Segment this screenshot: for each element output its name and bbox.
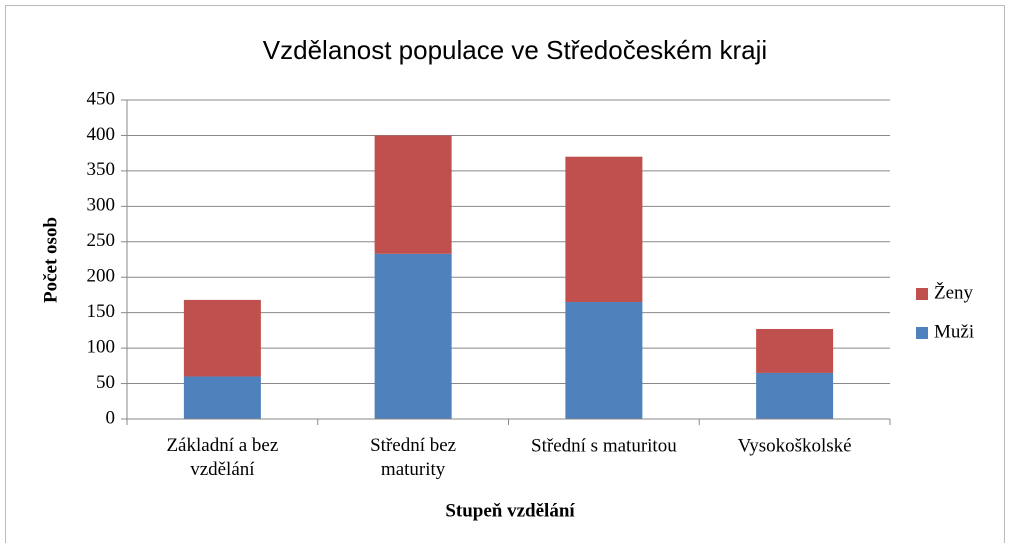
- y-tick-label: 100: [87, 336, 116, 357]
- bar-segment: [374, 135, 452, 254]
- y-tick-label: 250: [87, 230, 116, 251]
- bar-segment: [183, 376, 261, 419]
- chart-title: Vzdělanost populace ve Středočeském kraj…: [263, 35, 767, 65]
- legend-label: Muži: [934, 321, 974, 342]
- y-tick-label: 150: [87, 301, 116, 322]
- x-tick-label: Střední bez maturity: [370, 435, 456, 480]
- y-tick-label: 450: [87, 88, 116, 109]
- bar-segment: [565, 302, 643, 419]
- bar-segment: [374, 253, 452, 419]
- bar-segment: [565, 156, 643, 303]
- bar-segment: [756, 372, 834, 419]
- y-tick-label: 400: [87, 124, 116, 145]
- y-tick-label: 350: [87, 159, 116, 180]
- bar-segment: [756, 328, 834, 373]
- legend-swatch: [916, 288, 928, 300]
- y-axis-title: Počet osob: [40, 217, 61, 303]
- x-tick-label: Základní a bez vzdělání: [166, 435, 278, 480]
- chart-border: [5, 5, 1005, 543]
- y-tick-label: 0: [106, 407, 116, 428]
- bar-segment: [183, 299, 261, 377]
- legend-swatch: [916, 327, 928, 339]
- y-tick-label: 200: [87, 266, 116, 287]
- legend-label: Ženy: [934, 281, 974, 303]
- x-axis-title: Stupeň vzdělání: [445, 500, 575, 521]
- y-tick-label: 300: [87, 195, 116, 216]
- x-tick-label: Střední s maturitou: [531, 435, 677, 456]
- y-tick-label: 50: [96, 372, 115, 393]
- x-tick-label: Vysokoškolské: [738, 435, 852, 456]
